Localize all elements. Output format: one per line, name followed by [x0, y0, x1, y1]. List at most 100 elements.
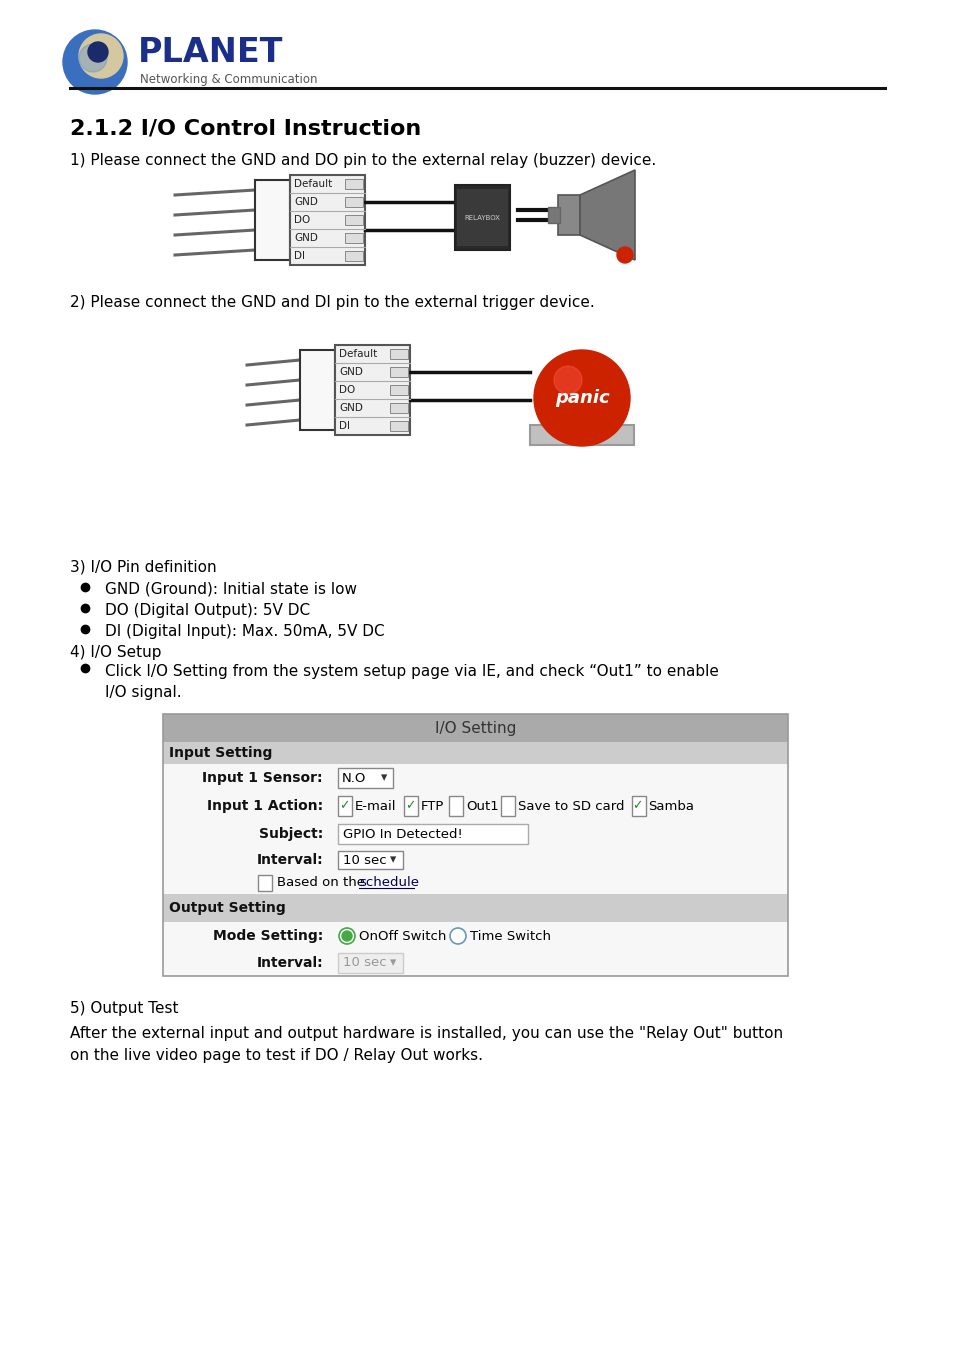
Text: N.O: N.O	[341, 771, 366, 784]
Text: Time Switch: Time Switch	[470, 930, 551, 942]
Text: ✓: ✓	[632, 799, 642, 813]
Bar	[337, 796, 352, 815]
Bar	[345, 215, 363, 225]
Bar	[163, 894, 787, 922]
Bar	[257, 875, 272, 891]
Bar	[530, 425, 634, 446]
Circle shape	[341, 931, 352, 941]
Text: Interval:: Interval:	[256, 956, 323, 971]
Text: E-mail: E-mail	[355, 799, 396, 813]
Text: DO (Digital Output): 5V DC: DO (Digital Output): 5V DC	[105, 603, 310, 618]
Text: Output Setting: Output Setting	[169, 900, 286, 915]
Bar	[558, 194, 579, 235]
Bar	[337, 850, 402, 869]
Text: Out1: Out1	[465, 799, 498, 813]
Bar	[448, 796, 462, 815]
Text: ▾: ▾	[380, 771, 387, 784]
Text: Input Setting: Input Setting	[169, 747, 273, 760]
Bar	[163, 922, 787, 950]
Text: Samba: Samba	[648, 799, 694, 813]
Bar	[345, 197, 363, 208]
Bar	[163, 714, 787, 743]
Text: ✓: ✓	[338, 799, 349, 813]
Text: Click I/O Setting from the system setup page via IE, and check “Out1” to enable: Click I/O Setting from the system setup …	[105, 664, 719, 679]
Text: GND: GND	[338, 367, 362, 377]
Polygon shape	[579, 170, 635, 261]
Text: Save to SD card: Save to SD card	[517, 799, 623, 813]
Text: Input 1 Action:: Input 1 Action:	[207, 799, 323, 813]
Text: ▾: ▾	[390, 957, 395, 969]
Text: 10 sec: 10 sec	[343, 853, 386, 867]
Bar	[455, 185, 510, 250]
Text: I/O signal.: I/O signal.	[105, 684, 181, 701]
Circle shape	[534, 350, 629, 446]
Text: GND (Ground): Initial state is low: GND (Ground): Initial state is low	[105, 582, 356, 597]
Text: Subject:: Subject:	[258, 828, 323, 841]
Text: 10 sec: 10 sec	[343, 957, 386, 969]
Bar	[390, 367, 408, 378]
Bar	[163, 764, 787, 894]
Text: DO: DO	[338, 385, 355, 396]
Text: Default: Default	[294, 180, 332, 189]
Circle shape	[79, 34, 123, 78]
Text: 1) Please connect the GND and DO pin to the external relay (buzzer) device.: 1) Please connect the GND and DO pin to …	[70, 153, 656, 167]
Text: DI (Digital Input): Max. 50mA, 5V DC: DI (Digital Input): Max. 50mA, 5V DC	[105, 624, 384, 639]
Bar	[404, 796, 417, 815]
Circle shape	[450, 927, 465, 944]
Circle shape	[617, 247, 633, 263]
Bar	[345, 178, 363, 189]
Text: Default: Default	[338, 350, 376, 359]
Bar	[547, 207, 559, 223]
Text: After the external input and output hardware is installed, you can use the "Rela: After the external input and output hard…	[70, 1026, 782, 1064]
Text: PLANET: PLANET	[138, 35, 283, 69]
Bar	[163, 950, 787, 976]
Text: ✓: ✓	[405, 799, 416, 813]
Circle shape	[79, 45, 107, 72]
Text: GND: GND	[294, 234, 317, 243]
Bar	[290, 176, 365, 265]
Bar	[390, 402, 408, 413]
Bar	[254, 180, 290, 261]
Circle shape	[554, 366, 581, 394]
Bar	[390, 385, 408, 396]
Bar	[163, 714, 787, 976]
Text: RELAYBOX: RELAYBOX	[464, 215, 500, 220]
Text: Networking & Communication: Networking & Communication	[140, 73, 317, 86]
Bar	[337, 768, 393, 788]
Bar	[631, 796, 645, 815]
Text: 2.1.2 I/O Control Instruction: 2.1.2 I/O Control Instruction	[70, 117, 421, 138]
Text: 5) Output Test: 5) Output Test	[70, 1000, 178, 1017]
Bar	[345, 232, 363, 243]
Text: 3) I/O Pin definition: 3) I/O Pin definition	[70, 560, 216, 575]
Bar	[456, 189, 507, 246]
Text: schedule: schedule	[358, 876, 418, 890]
Bar	[390, 348, 408, 359]
Bar	[337, 953, 402, 973]
Bar	[500, 796, 514, 815]
Text: FTP: FTP	[421, 799, 444, 813]
Text: panic: panic	[554, 389, 609, 406]
Text: Mode Setting:: Mode Setting:	[213, 929, 323, 944]
Bar	[337, 825, 527, 844]
Circle shape	[88, 42, 108, 62]
Text: DI: DI	[294, 251, 305, 261]
Bar	[335, 346, 410, 435]
Text: Input 1 Sensor:: Input 1 Sensor:	[202, 771, 323, 784]
Text: GND: GND	[338, 404, 362, 413]
Bar	[163, 743, 787, 764]
Text: GND: GND	[294, 197, 317, 207]
Text: ▾: ▾	[390, 853, 395, 867]
Text: Based on the: Based on the	[276, 876, 369, 890]
Circle shape	[63, 30, 127, 95]
Bar	[299, 350, 335, 431]
Bar	[390, 421, 408, 432]
Text: GPIO In Detected!: GPIO In Detected!	[343, 828, 462, 841]
Text: I/O Setting: I/O Setting	[435, 721, 516, 736]
Text: DI: DI	[338, 421, 350, 431]
Text: 4) I/O Setup: 4) I/O Setup	[70, 645, 161, 660]
Circle shape	[338, 927, 355, 944]
Bar	[345, 251, 363, 262]
Text: 2) Please connect the GND and DI pin to the external trigger device.: 2) Please connect the GND and DI pin to …	[70, 296, 594, 310]
Text: Interval:: Interval:	[256, 853, 323, 867]
Text: DO: DO	[294, 215, 310, 225]
